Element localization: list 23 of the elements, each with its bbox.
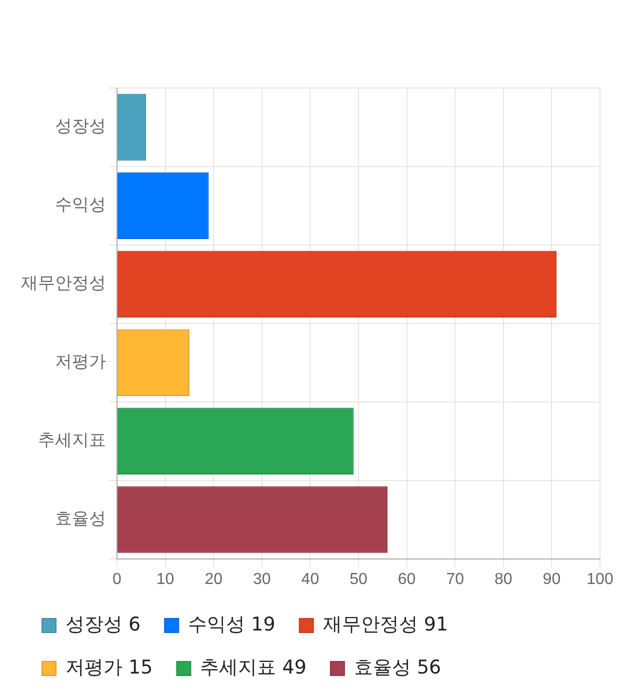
x-tick-label: 90 (542, 570, 561, 588)
x-tick-label: 80 (494, 570, 512, 588)
y-tick-label: 성장성 (55, 116, 106, 137)
legend-label: 저평가 15 (66, 656, 153, 678)
y-tick-label: 재무안정성 (21, 274, 106, 294)
legend-label: 재무안정성 91 (322, 613, 448, 636)
legend-label: 성장성 6 (66, 613, 141, 636)
y-tick-label: 효율성 (55, 508, 106, 529)
x-tick-label: 40 (301, 570, 320, 588)
x-tick-label: 20 (204, 570, 223, 588)
legend-label: 추세지표 49 (200, 656, 306, 678)
y-tick-label: 수익성 (55, 195, 106, 216)
x-tick-label: 30 (253, 570, 271, 588)
y-tick-label: 저평가 (55, 352, 106, 372)
x-tick-label: 70 (446, 570, 464, 588)
x-tick-label: 60 (398, 570, 416, 588)
y-tick-label: 추세지표 (38, 430, 106, 451)
legend-label: 효율성 56 (354, 656, 442, 678)
x-tick-label: 100 (586, 570, 614, 588)
legend-label: 수익성 19 (188, 613, 276, 636)
x-tick-label: 0 (112, 570, 122, 588)
x-tick-label: 50 (350, 570, 368, 588)
x-tick-label: 10 (156, 570, 174, 588)
